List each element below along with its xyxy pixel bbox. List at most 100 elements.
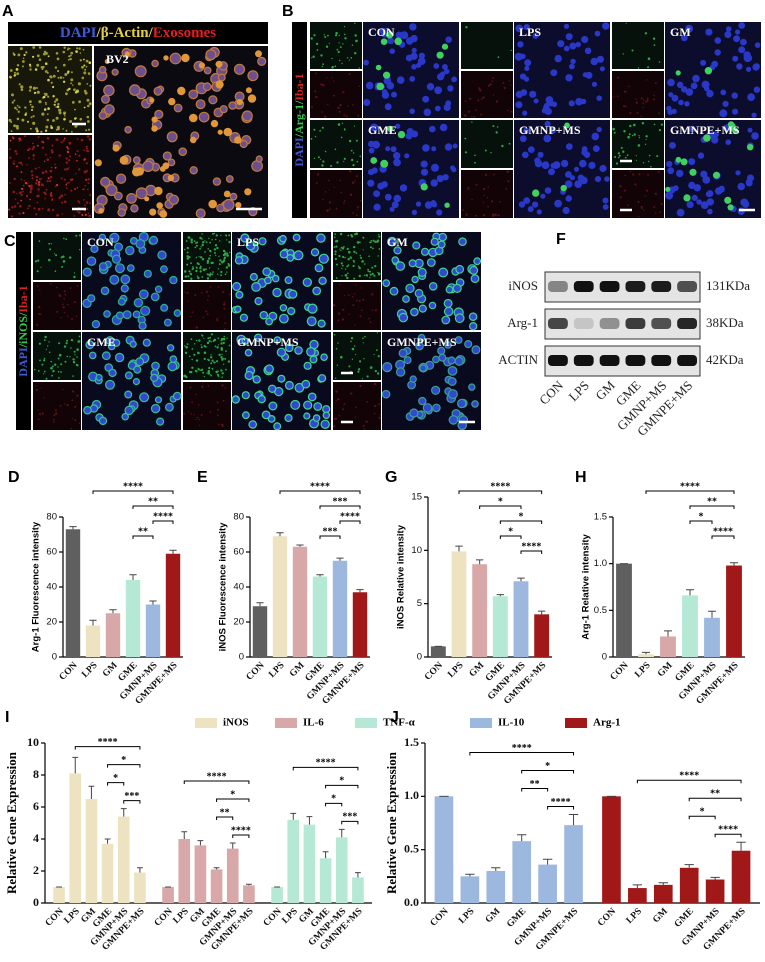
cell	[341, 264, 344, 267]
cell	[16, 126, 19, 130]
cell	[70, 338, 74, 342]
error-bar	[517, 834, 527, 842]
cell	[338, 312, 341, 315]
cell	[631, 134, 634, 137]
cell	[201, 238, 204, 240]
cell	[624, 90, 627, 93]
cell	[86, 256, 97, 266]
cell	[618, 154, 621, 157]
cell	[314, 263, 324, 273]
cell	[361, 260, 364, 263]
cell	[198, 339, 201, 342]
cell	[194, 294, 197, 297]
cell	[63, 46, 66, 49]
cell	[62, 260, 66, 263]
significance-bracket	[499, 535, 522, 539]
cell	[63, 137, 66, 140]
cell	[38, 46, 42, 49]
cell	[452, 283, 462, 293]
cell	[61, 201, 64, 204]
cell	[219, 105, 228, 114]
cell	[336, 161, 339, 164]
cell	[464, 114, 467, 117]
cell	[177, 86, 186, 96]
cell	[46, 118, 50, 122]
green-channel-image	[333, 332, 381, 380]
cell	[395, 367, 406, 377]
cell	[343, 160, 345, 162]
cell	[369, 321, 372, 323]
cell	[38, 313, 41, 315]
cell	[752, 63, 760, 71]
cell	[355, 353, 357, 356]
cell	[207, 337, 210, 340]
cell	[622, 53, 624, 55]
cell	[324, 150, 327, 153]
significance-label: *	[508, 526, 513, 537]
cell	[183, 270, 187, 273]
cell	[653, 44, 656, 46]
cell	[207, 370, 211, 373]
cell	[492, 77, 494, 80]
significance-label: *	[545, 761, 550, 772]
cell	[215, 234, 218, 237]
cell	[352, 212, 354, 214]
red-channel-image	[183, 282, 231, 330]
cell	[725, 26, 732, 32]
cell	[28, 147, 31, 151]
cell	[241, 337, 249, 345]
cell	[264, 364, 274, 374]
cell	[210, 119, 219, 128]
cell	[71, 84, 74, 86]
cell	[154, 396, 163, 404]
cell	[473, 257, 482, 266]
cell	[226, 337, 228, 339]
y-tick-label: 15	[411, 492, 422, 503]
cell	[15, 68, 19, 71]
cell	[70, 189, 73, 192]
cell	[190, 241, 193, 244]
cell	[451, 76, 457, 83]
cell	[409, 23, 417, 31]
cell	[252, 375, 261, 384]
cell	[417, 267, 427, 277]
cell	[359, 155, 362, 158]
cell	[337, 106, 340, 110]
cell	[519, 135, 527, 143]
cell	[570, 58, 576, 64]
image-background	[382, 332, 481, 430]
cell	[167, 158, 176, 167]
cell	[217, 268, 219, 270]
cell	[24, 135, 27, 138]
cell	[220, 270, 223, 274]
cell	[88, 61, 92, 64]
cell	[527, 206, 534, 213]
cell	[354, 324, 356, 326]
cell	[340, 249, 342, 252]
red-channel-image	[333, 282, 381, 330]
cell	[502, 82, 505, 84]
cell	[65, 183, 67, 186]
cell	[65, 342, 68, 345]
bar	[513, 581, 529, 657]
cell	[370, 157, 378, 164]
cell	[568, 100, 575, 107]
cell	[732, 108, 739, 115]
cell	[348, 59, 350, 61]
cell	[143, 269, 152, 278]
cell	[354, 22, 356, 25]
cell	[316, 173, 320, 176]
red-channel-image	[461, 71, 513, 118]
cell	[204, 251, 206, 253]
error-bar	[88, 785, 95, 799]
cell	[454, 313, 465, 324]
bar	[492, 596, 508, 657]
cell	[550, 69, 558, 77]
cell	[430, 200, 437, 206]
cell	[333, 304, 336, 307]
cell	[47, 55, 50, 58]
cell	[579, 159, 587, 168]
cell	[216, 318, 219, 321]
cell	[602, 197, 609, 204]
